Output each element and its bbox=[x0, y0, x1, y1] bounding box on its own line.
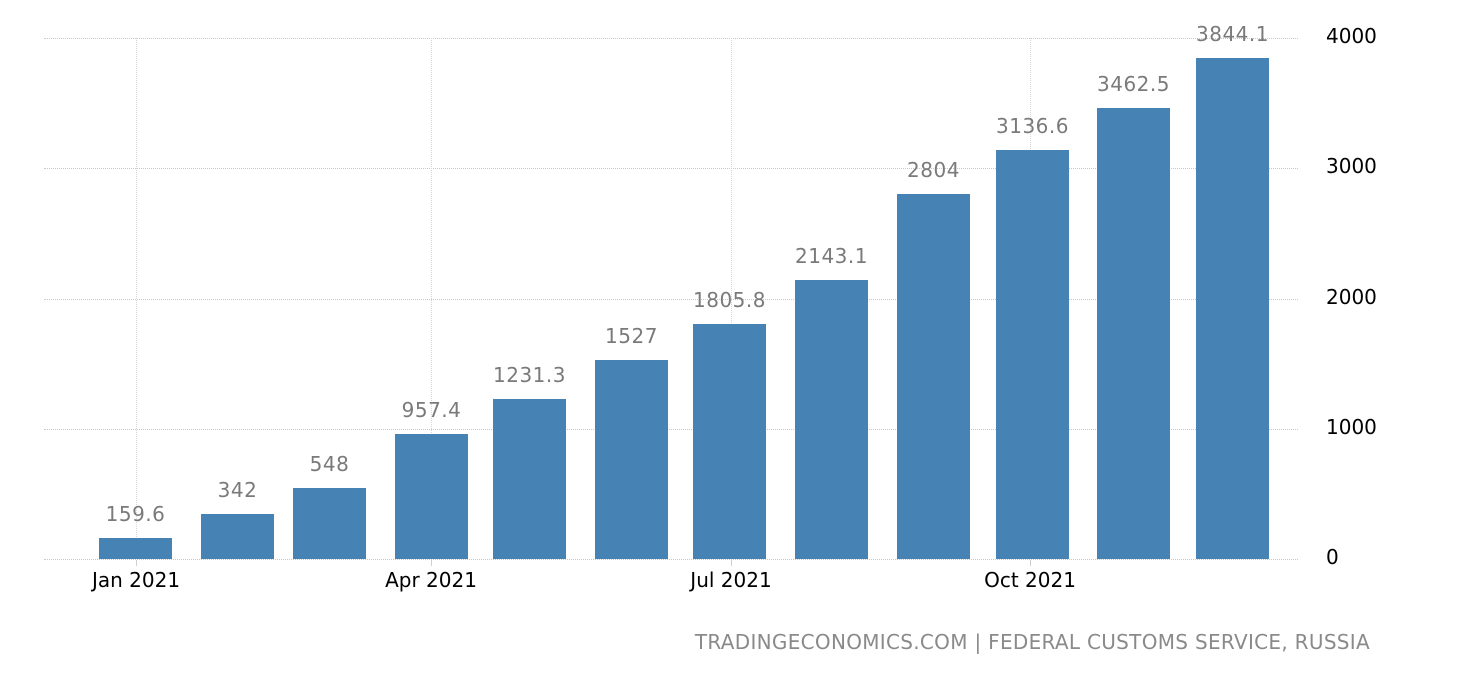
bar-value-label: 3844.1 bbox=[1196, 22, 1269, 46]
bar-oct-2021[interactable] bbox=[996, 150, 1069, 559]
bar-sep-2021[interactable] bbox=[897, 194, 970, 559]
gridline-y-4000 bbox=[44, 38, 1298, 39]
bar-value-label: 3136.6 bbox=[996, 114, 1069, 138]
bar-value-label: 159.6 bbox=[105, 502, 166, 526]
bar-jun-2021[interactable] bbox=[595, 360, 668, 559]
y-axis-label: 2000 bbox=[1326, 285, 1377, 309]
x-axis-label: Oct 2021 bbox=[984, 568, 1076, 592]
bar-feb-2021[interactable] bbox=[201, 514, 274, 559]
gridline-y-0 bbox=[44, 559, 1298, 560]
bar-may-2021[interactable] bbox=[493, 399, 566, 559]
bar-value-label: 2143.1 bbox=[795, 244, 868, 268]
y-axis-label: 3000 bbox=[1326, 154, 1377, 178]
bar-mar-2021[interactable] bbox=[293, 488, 366, 559]
x-axis-tick bbox=[731, 560, 732, 566]
gridline-y-3000 bbox=[44, 168, 1298, 169]
bar-jul-2021[interactable] bbox=[693, 324, 766, 559]
bar-value-label: 2804 bbox=[907, 158, 960, 182]
x-axis-label: Apr 2021 bbox=[385, 568, 477, 592]
gridline-x bbox=[136, 38, 137, 559]
y-axis-label: 1000 bbox=[1326, 415, 1377, 439]
x-axis-tick bbox=[136, 560, 137, 566]
bar-jan-2021[interactable] bbox=[99, 538, 172, 559]
gridline-y-1000 bbox=[44, 429, 1298, 430]
x-axis-tick bbox=[431, 560, 432, 566]
bar-aug-2021[interactable] bbox=[795, 280, 868, 559]
gridline-x bbox=[731, 38, 732, 559]
x-axis-label: Jul 2021 bbox=[690, 568, 772, 592]
bar-apr-2021[interactable] bbox=[395, 434, 468, 559]
source-caption: TRADINGECONOMICS.COM | FEDERAL CUSTOMS S… bbox=[694, 630, 1370, 654]
bar-value-label: 1231.3 bbox=[493, 363, 566, 387]
y-axis-label: 0 bbox=[1326, 545, 1339, 569]
gridline-y-2000 bbox=[44, 299, 1298, 300]
bar-value-label: 548 bbox=[309, 452, 350, 476]
x-axis-tick bbox=[1030, 560, 1031, 566]
bar-value-label: 3462.5 bbox=[1097, 72, 1170, 96]
bar-value-label: 342 bbox=[217, 478, 258, 502]
bar-dec-2021[interactable] bbox=[1196, 58, 1269, 559]
bar-nov-2021[interactable] bbox=[1097, 108, 1170, 559]
gridline-x bbox=[431, 38, 432, 559]
bar-value-label: 1527 bbox=[605, 324, 658, 348]
bar-value-label: 957.4 bbox=[401, 398, 462, 422]
y-axis-label: 4000 bbox=[1326, 24, 1377, 48]
bar-value-label: 1805.8 bbox=[693, 288, 766, 312]
x-axis-label: Jan 2021 bbox=[91, 568, 181, 592]
